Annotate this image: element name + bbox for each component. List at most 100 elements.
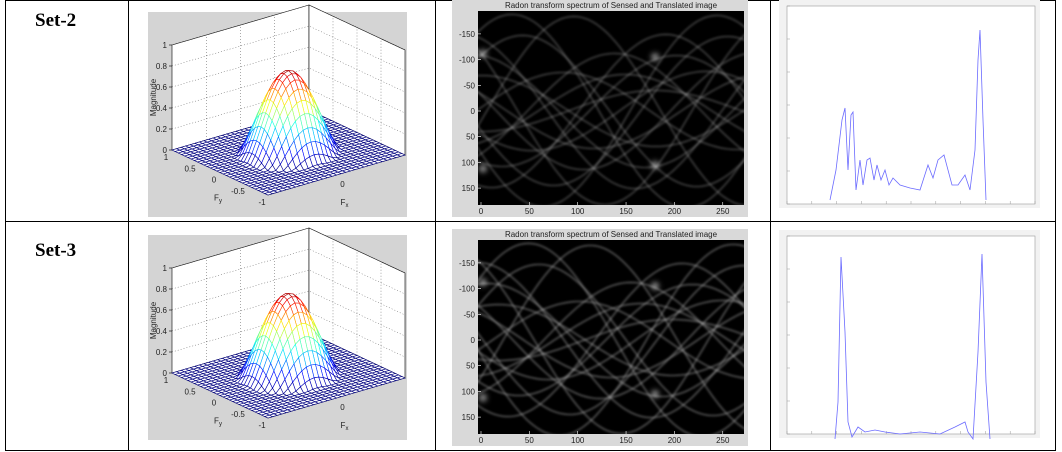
z-tick-label: 0.8 — [156, 285, 168, 294]
x-tick-label: 50 — [525, 436, 534, 445]
y-tick-label: 0.5 — [184, 387, 196, 396]
sinogram-curve — [478, 282, 744, 398]
sinogram-curve — [478, 53, 744, 171]
radon-plot: Radon transform spectrum of Sensed and T… — [452, 0, 748, 217]
y-axis-label-base: F — [214, 194, 219, 203]
plot-area — [786, 235, 1036, 435]
z-tick-label: 0.6 — [156, 306, 168, 315]
x-axis-label: Fx — [341, 421, 349, 432]
grid-line — [171, 269, 406, 316]
sinogram-curve — [478, 54, 744, 168]
z-tick-label: 0.6 — [156, 83, 168, 92]
sinogram-peak — [652, 390, 659, 397]
sinogram-curve — [478, 259, 744, 434]
plot-area — [478, 11, 744, 205]
y-tick-label: 1 — [164, 376, 169, 385]
sinogram-curve — [478, 302, 744, 377]
sinogram-curve — [478, 70, 744, 152]
x-axis-label-base: F — [341, 421, 346, 430]
sinogram-peak — [652, 161, 659, 168]
z-tick-label: 0.2 — [156, 348, 168, 357]
plot-title: Radon transform spectrum of Sensed and T… — [505, 1, 718, 10]
z-tick-label: 0.8 — [156, 62, 168, 71]
x-tick-label: 150 — [619, 207, 633, 216]
x-tick-label: 250 — [716, 207, 730, 216]
y-tick-label: -50 — [463, 310, 475, 319]
grid-line — [171, 25, 406, 72]
sinogram — [478, 13, 744, 205]
sinogram-curve — [478, 71, 744, 151]
sinogram-curve — [478, 300, 744, 379]
y-tick-label: 100 — [462, 158, 476, 167]
sinogram-peak — [479, 394, 486, 401]
x-tick-label: 150 — [619, 436, 633, 445]
y-axis-label: Fy — [214, 194, 222, 205]
sinogram-curve — [478, 303, 744, 377]
y-tick-label: -150 — [459, 259, 476, 268]
grid-line — [171, 290, 406, 337]
sinogram-curve — [478, 261, 744, 419]
y-tick-label: 150 — [462, 413, 476, 422]
row-label: Set-2 — [35, 10, 76, 31]
sinogram-curve — [478, 73, 744, 145]
grid-line — [171, 67, 406, 114]
z-tick-label: 0.4 — [156, 104, 168, 113]
y-axis-label: Fy — [214, 417, 222, 428]
grid-line — [171, 46, 406, 93]
x-axis-label-sub: x — [345, 426, 348, 432]
x-tick-label: 200 — [668, 436, 682, 445]
sinogram-curve — [478, 14, 744, 205]
y-tick-label: 0 — [471, 107, 476, 116]
z-axis-label: Magnitude — [149, 78, 158, 116]
sinogram-curve — [478, 35, 744, 187]
y-tick-label: 0 — [212, 399, 217, 408]
y-tick-label: -1 — [258, 198, 266, 207]
grid-line — [171, 248, 406, 295]
x-tick-label: 100 — [571, 207, 585, 216]
y-tick-label: -100 — [459, 56, 476, 65]
z-tick-label: 1 — [163, 264, 168, 273]
surface-mesh — [171, 293, 406, 419]
sinogram-curve — [478, 243, 744, 434]
y-tick-label: -50 — [463, 81, 475, 90]
sinogram-curve — [478, 244, 744, 430]
sinogram-peak — [652, 283, 659, 290]
x-tick-label: 0 — [340, 403, 345, 412]
sinogram-peak — [479, 165, 486, 172]
y-tick-label: 0 — [471, 336, 476, 345]
x-tick-label: 50 — [525, 207, 534, 216]
x-axis-label: Fx — [341, 198, 349, 209]
z-tick-label: 0.2 — [156, 125, 168, 134]
y-tick-label: 150 — [462, 184, 476, 193]
sinogram-curve — [478, 311, 744, 379]
sinogram-curve — [478, 15, 744, 205]
plot-area — [786, 5, 1036, 205]
y-tick-label: 100 — [462, 387, 476, 396]
x-tick-label: 250 — [716, 436, 730, 445]
y-tick-label: -150 — [459, 30, 476, 39]
surface-mesh — [171, 70, 406, 196]
line-plot — [779, 0, 1040, 208]
sinogram-curve — [478, 76, 744, 150]
sinogram-curve — [478, 34, 744, 205]
sinogram-peak — [652, 54, 659, 61]
sinogram-curve — [478, 263, 744, 417]
signal-line — [834, 253, 991, 441]
sinogram-curve — [478, 54, 744, 169]
x-tick-label: 0 — [340, 180, 345, 189]
z-tick-label: 0.4 — [156, 327, 168, 336]
y-tick-label: -1 — [258, 421, 266, 430]
y-tick-label: 1 — [164, 153, 169, 162]
x-tick-label: 200 — [668, 207, 682, 216]
x-axis-label-base: F — [341, 198, 346, 207]
z-tick-label: 0 — [163, 369, 168, 378]
sinogram-peak — [479, 50, 486, 57]
row-label: Set-3 — [35, 240, 76, 261]
sinogram-curve — [478, 74, 744, 148]
y-tick-label: -0.5 — [231, 410, 245, 419]
z-tick-label: 1 — [163, 41, 168, 50]
y-tick-label: 50 — [466, 133, 475, 142]
grid-line — [171, 4, 406, 51]
